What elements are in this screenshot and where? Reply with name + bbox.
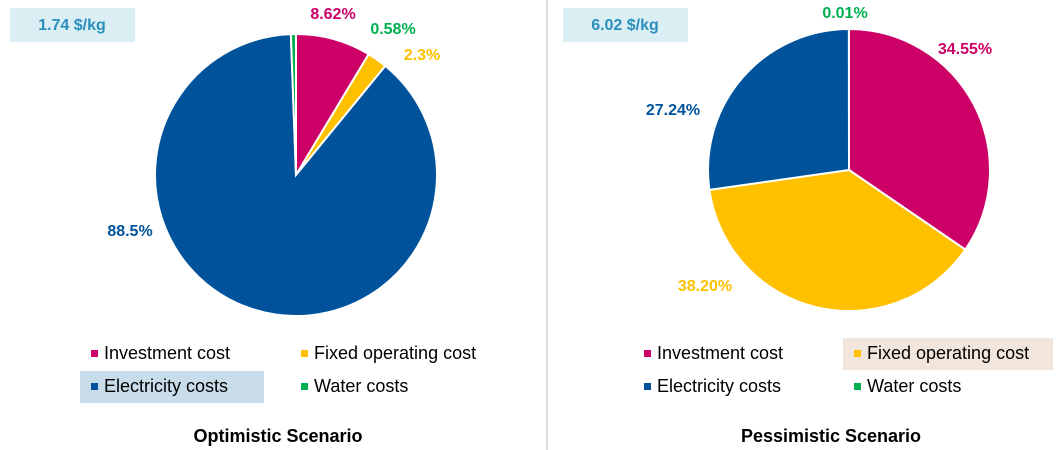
legend-marker [644,350,651,357]
annotation-box [10,8,135,42]
legend-marker [301,350,308,357]
legend-label: Investment cost [104,343,230,363]
annotation: 1.74 $/kg [38,17,106,34]
legend-label: Water costs [867,376,961,396]
data-label: 88.5% [107,223,152,240]
legend-marker [91,350,98,357]
chart-title: Optimistic Scenario [193,426,362,446]
data-label: 38.20% [678,278,732,295]
data-label: 27.24% [646,102,700,119]
pie-slice [154,33,438,317]
pie-slice [848,27,991,252]
legend-marker [854,383,861,390]
legend-label: Fixed operating cost [867,343,1029,363]
data-label: 0.58% [370,21,415,38]
legend-label: Water costs [314,376,408,396]
annotation-box [563,8,688,42]
data-label: 0.01% [822,5,867,22]
pie-slice [707,27,851,191]
legend-label: Fixed operating cost [314,343,476,363]
legend-label: Electricity costs [657,376,781,396]
annotation: 6.02 $/kg [591,17,659,34]
data-label: 8.62% [310,6,355,23]
legend-label: Investment cost [657,343,783,363]
pie-slice [289,32,297,176]
legend-marker [91,383,98,390]
legend-highlight [80,371,264,403]
pie-slice [708,168,967,312]
legend-marker [854,350,861,357]
data-label: 2.3% [404,47,440,64]
chart-title: Pessimistic Scenario [741,426,921,446]
legend-highlight [843,338,1053,370]
data-label: 34.55% [938,41,992,58]
legend-marker [301,383,308,390]
legend-marker [644,383,651,390]
legend-label: Electricity costs [104,376,228,396]
